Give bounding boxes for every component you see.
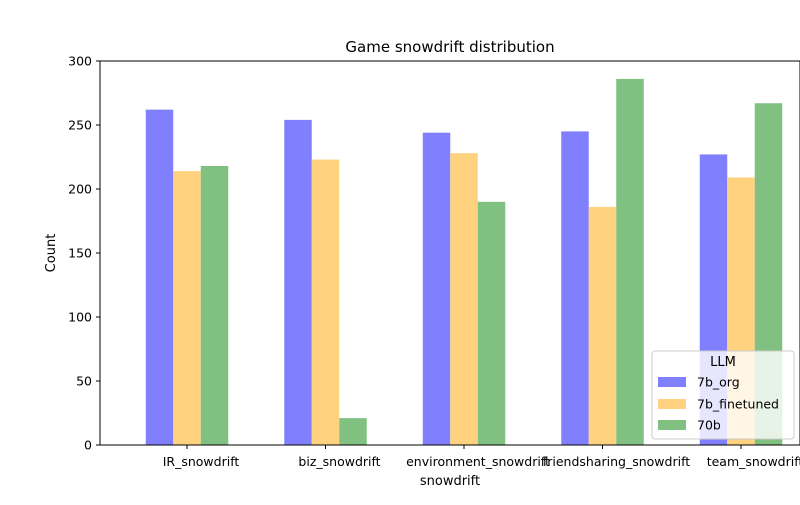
bar-70b-biz_snowdrift	[339, 418, 367, 445]
x-tick-label: team_snowdrift	[707, 454, 800, 469]
legend-swatch-7b_finetuned	[658, 399, 686, 409]
legend-label-70b: 70b	[697, 418, 721, 433]
bar-70b-IR_snowdrift	[200, 165, 229, 445]
bar-7b_finetuned-IR_snowdrift	[173, 171, 201, 445]
y-tick-label: 300	[68, 54, 92, 69]
legend-label-7b_org: 7b_org	[697, 375, 740, 390]
bar-7b_org-friendsharing_snowdrift	[561, 131, 589, 445]
legend-label-7b_finetuned: 7b_finetuned	[697, 397, 779, 412]
y-tick-label: 0	[84, 438, 92, 453]
bar-70b-friendsharing_snowdrift	[616, 78, 644, 446]
y-axis: 0 50 100 150 200 250 300	[68, 54, 100, 453]
bar-7b_finetuned-friendsharing_snowdrift	[588, 206, 617, 445]
x-tick-label: biz_snowdrift	[298, 454, 380, 469]
y-axis-label: Count	[44, 234, 59, 273]
bar-7b_finetuned-biz_snowdrift	[311, 159, 340, 445]
bar-70b-environment_snowdrift	[477, 201, 506, 445]
y-tick-label: 100	[68, 310, 92, 325]
x-axis: IR_snowdrift biz_snowdrift environment_sno…	[163, 445, 800, 469]
legend-box	[651, 350, 795, 440]
legend: LLM 7b_org 7b_finetuned 70b	[651, 350, 795, 440]
y-tick-label: 50	[76, 374, 92, 389]
bar-7b_org-environment_snowdrift	[422, 132, 451, 445]
bar-7b_finetuned-environment_snowdrift	[450, 153, 478, 445]
x-tick-label: friendsharing_snowdrift	[543, 454, 690, 469]
y-tick-label: 200	[68, 182, 92, 197]
x-axis-label: snowdrift	[420, 474, 480, 489]
x-tick-label: environment_snowdrift	[406, 454, 550, 469]
legend-swatch-7b_org	[658, 377, 686, 387]
bar-7b_org-biz_snowdrift	[284, 119, 312, 445]
y-tick-label: 250	[68, 118, 92, 133]
chart-title: Game snowdrift distribution	[345, 38, 554, 56]
legend-swatch-70b	[658, 420, 686, 430]
legend-title: LLM	[710, 355, 736, 370]
plot-frame	[99, 60, 800, 446]
bar-7b_org-IR_snowdrift	[145, 109, 174, 445]
y-tick-label: 150	[68, 246, 92, 261]
x-tick-label: IR_snowdrift	[163, 454, 240, 469]
